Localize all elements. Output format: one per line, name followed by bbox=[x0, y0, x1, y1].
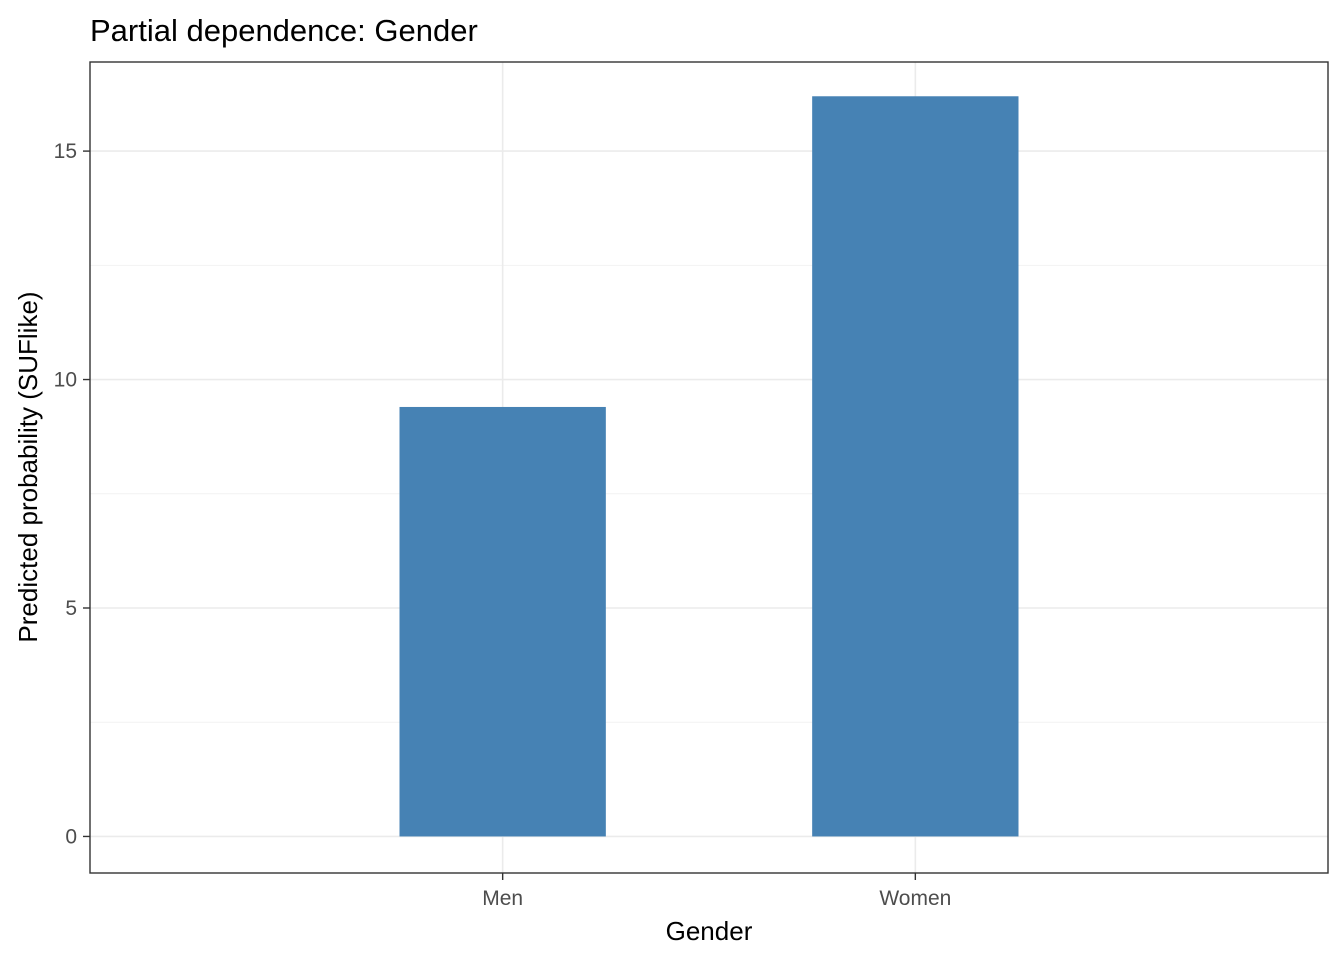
y-axis-title: Predicted probability (SUFlike) bbox=[13, 291, 43, 642]
bars bbox=[399, 96, 1019, 837]
axes: 0 5 10 15 Men Women bbox=[54, 140, 952, 910]
plot-panel-border bbox=[89, 61, 1329, 874]
bar-women bbox=[812, 96, 1019, 837]
grid bbox=[90, 62, 1328, 873]
x-tick-label: Men bbox=[482, 887, 523, 910]
bar-men bbox=[399, 406, 606, 837]
y-tick-label: 0 bbox=[65, 825, 77, 848]
x-axis-title: Gender bbox=[666, 916, 753, 946]
y-tick-label: 5 bbox=[65, 597, 77, 620]
chart-title: Partial dependence: Gender bbox=[90, 13, 478, 48]
y-tick-label: 15 bbox=[54, 140, 77, 163]
x-tick-label: Women bbox=[879, 887, 951, 910]
y-tick-label: 10 bbox=[54, 369, 77, 392]
